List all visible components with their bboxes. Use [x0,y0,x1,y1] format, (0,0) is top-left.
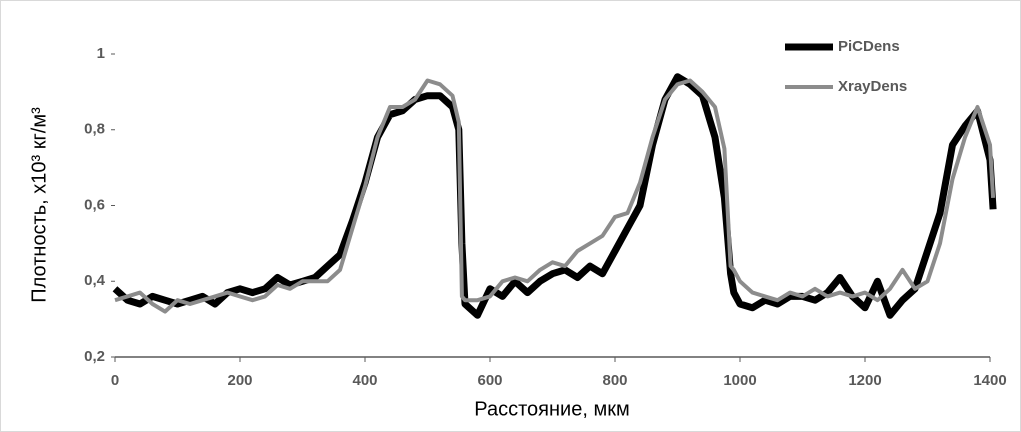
x-tick-label: 1200 [848,372,881,389]
data-line [112,73,997,319]
y-axis-label: Плотность, x10³ кг/м³ [28,107,50,303]
x-tick-label: 0 [111,372,119,389]
y-tick-label: 0,8 [84,121,105,138]
x-tick-label: 400 [352,372,377,389]
legend-label: PiCDens [838,38,900,55]
x-tick-label: 1000 [723,372,756,389]
legend-label: XrayDens [838,78,907,95]
x-tick-label: 600 [477,372,502,389]
x-tick-label: 200 [227,372,252,389]
y-tick-label: 1 [97,45,105,62]
x-tick-label: 1400 [973,372,1006,389]
y-tick-label: 0,4 [84,272,106,289]
y-tick-label: 0,6 [84,196,105,213]
x-tick-label: 800 [602,372,627,389]
x-axis-label: Расстояние, мкм [474,398,629,420]
y-tick-label: 0,2 [84,348,105,365]
data-line [114,78,996,314]
